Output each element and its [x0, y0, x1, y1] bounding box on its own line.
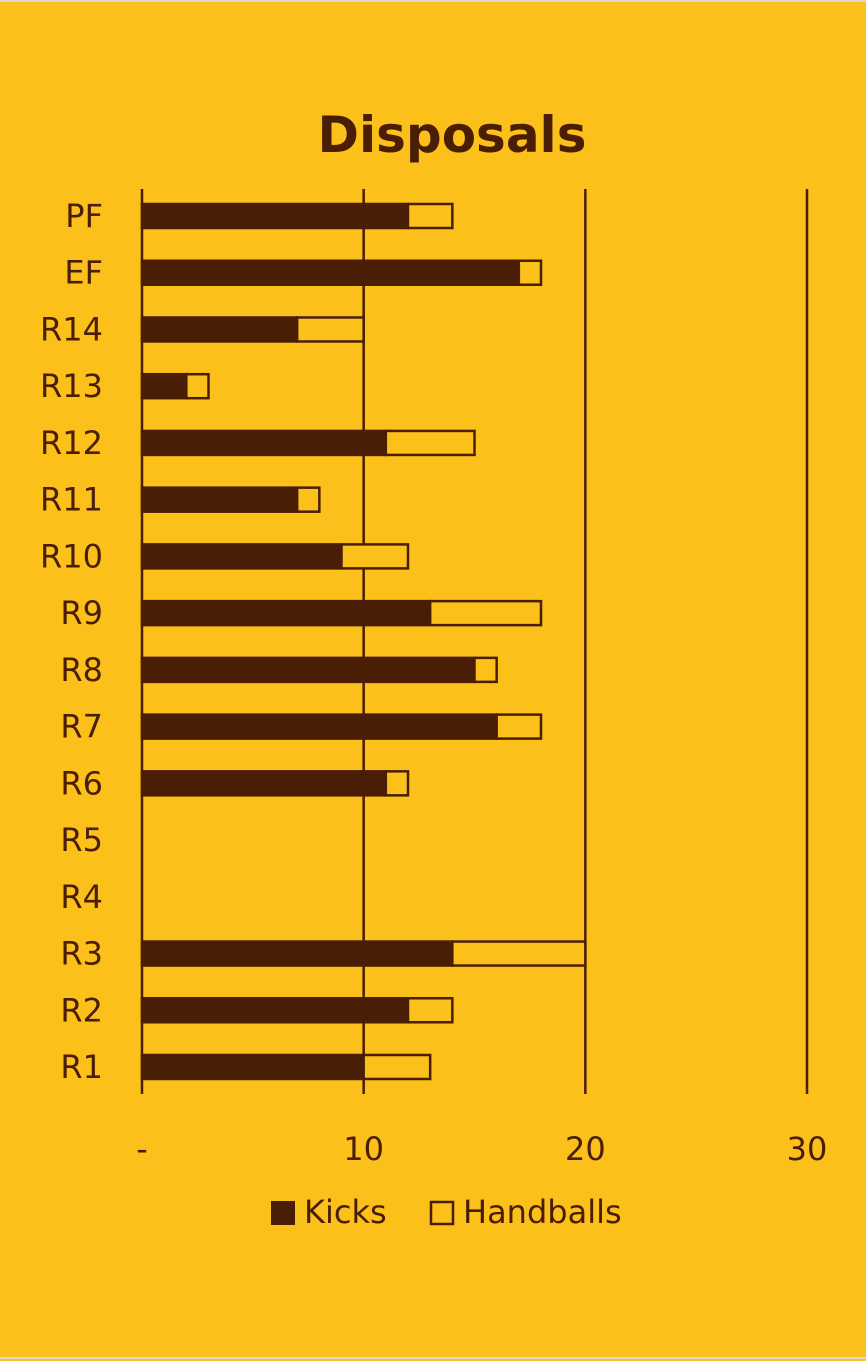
bar-kicks-r10: [140, 543, 343, 570]
bar-kicks-pf: [140, 202, 410, 230]
y-tick-label: PF: [65, 197, 103, 235]
legend-swatch-handballs: [429, 1200, 455, 1226]
bar-handballs-r9: [428, 599, 543, 627]
bar-kicks-r2: [140, 997, 410, 1024]
y-tick-label: R5: [60, 821, 103, 859]
y-tick-label: R8: [60, 651, 103, 689]
legend-label-kicks: Kicks: [304, 1193, 387, 1231]
x-tick-label: 10: [343, 1130, 384, 1168]
y-tick-label: R7: [60, 708, 103, 746]
x-tick-label: 20: [565, 1130, 606, 1168]
bar-handballs-r1: [362, 1053, 432, 1081]
bar-handballs-r2: [406, 997, 454, 1024]
chart-title: Disposals: [318, 106, 587, 164]
y-tick-label: R10: [40, 537, 103, 575]
y-tick-label: R13: [40, 367, 103, 405]
bar-handballs-r11: [295, 486, 321, 513]
y-tick-label: R12: [40, 424, 103, 462]
bar-handballs-ef: [517, 259, 543, 286]
y-tick-label: R11: [40, 481, 103, 519]
bar-kicks-r13: [140, 372, 188, 400]
bar-kicks-r9: [140, 599, 432, 627]
bar-handballs-r14: [295, 316, 365, 343]
bar-kicks-r7: [140, 713, 498, 740]
legend: Kicks Handballs: [271, 1193, 622, 1231]
legend-label-handballs: Handballs: [463, 1193, 622, 1231]
y-tick-label: EF: [64, 254, 103, 292]
x-tick-label: -: [136, 1130, 148, 1168]
legend-swatch-kicks: [271, 1201, 295, 1225]
bar-kicks-r1: [140, 1053, 365, 1081]
bar-kicks-r11: [140, 486, 299, 513]
bar-kicks-r6: [140, 770, 388, 797]
y-tick-label: R4: [60, 878, 103, 916]
bar-handballs-r7: [495, 713, 543, 740]
bar-kicks-r14: [140, 316, 299, 343]
bar-handballs-r10: [340, 543, 410, 570]
y-tick-label: R9: [60, 594, 103, 632]
bar-kicks-ef: [140, 259, 521, 286]
y-tick-label: R14: [40, 310, 103, 348]
bar-handballs-r12: [384, 429, 476, 457]
bar-kicks-r3: [140, 940, 454, 967]
bar-handballs-r3: [451, 940, 587, 967]
bar-handballs-r8: [473, 656, 498, 684]
y-tick-label: R6: [60, 764, 103, 802]
bar-handballs-r13: [185, 372, 210, 400]
x-tick-label: 30: [787, 1130, 828, 1168]
y-tick-label: R3: [60, 935, 103, 973]
bar-kicks-r8: [140, 656, 476, 684]
bar-handballs-r6: [384, 770, 410, 797]
bar-kicks-r12: [140, 429, 388, 457]
y-tick-label: R2: [60, 991, 103, 1029]
bar-handballs-pf: [406, 202, 454, 230]
y-tick-label: R1: [60, 1048, 103, 1086]
